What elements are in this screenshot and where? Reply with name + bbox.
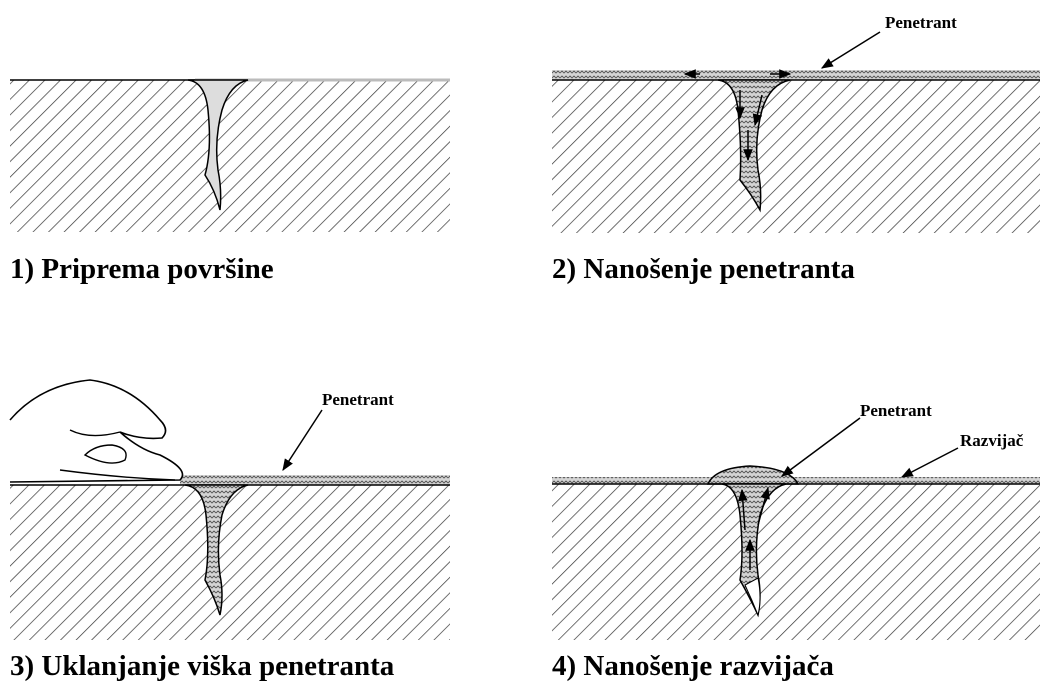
label-arrow (781, 417, 861, 477)
penetrant-layer (180, 475, 450, 485)
material (552, 484, 1040, 640)
flow-arrows (683, 69, 792, 162)
material (10, 485, 450, 640)
hand-detail (59, 429, 176, 481)
caption: 2) Nanošenje penetranta (552, 253, 855, 285)
panel-3: Penetrant 3) Uklanjanje viška penetranta (9, 379, 450, 682)
material (552, 80, 1040, 233)
label-arrow (282, 409, 323, 472)
label: Penetrant (860, 401, 932, 420)
caption: 1) Priprema površine (10, 253, 274, 285)
crack (187, 79, 249, 211)
panel-4: Penetrant Razvijač 4) Nanošenje razvijač… (552, 401, 1040, 682)
crack-filled (184, 484, 249, 616)
label-arrow (820, 31, 881, 69)
label: Penetrant (322, 390, 394, 409)
label-arrow (900, 447, 959, 478)
flow-arrows (738, 486, 770, 570)
panel-2: Penetrant 2) Nanošenje penetranta (552, 13, 1040, 285)
caption: 4) Nanošenje razvijača (552, 650, 834, 682)
penetrant-layer (552, 70, 1040, 80)
hand (9, 379, 184, 483)
label: Razvijač (960, 431, 1024, 450)
caption: 3) Uklanjanje viška penetranta (10, 650, 395, 682)
panel-1: 1) Priprema površine (10, 78, 450, 285)
crack-empty (744, 577, 761, 617)
material (10, 80, 450, 232)
label: Penetrant (885, 13, 957, 32)
bleed-out (706, 465, 800, 485)
